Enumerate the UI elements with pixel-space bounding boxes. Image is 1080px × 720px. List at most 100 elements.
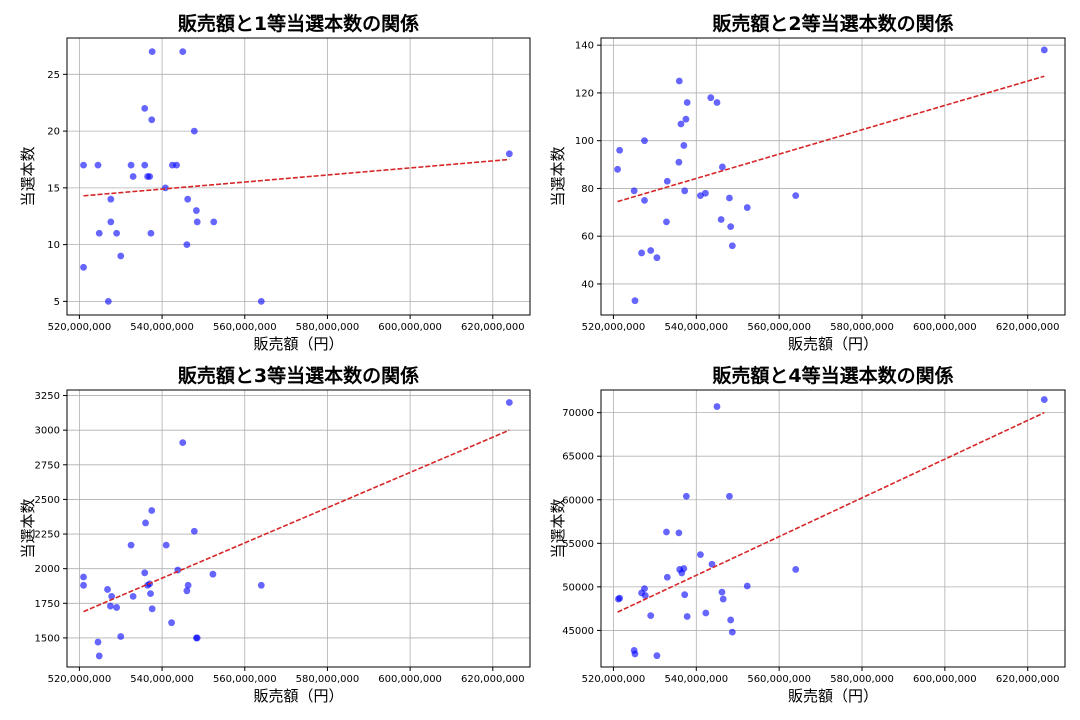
data-point xyxy=(129,173,137,180)
data-point xyxy=(630,187,638,195)
data-point xyxy=(80,581,87,589)
data-point xyxy=(792,566,800,573)
data-point xyxy=(147,229,155,237)
x-tick-label: 520,000,000 xyxy=(48,322,112,333)
data-point xyxy=(631,297,639,305)
data-point xyxy=(183,241,191,249)
data-point xyxy=(129,592,137,600)
data-point xyxy=(675,529,683,537)
data-point xyxy=(141,569,149,577)
y-tick-label: 5 xyxy=(54,297,60,308)
y-axis-label: 当選本数 xyxy=(19,146,37,206)
data-point xyxy=(663,177,671,185)
x-tick-label: 560,000,000 xyxy=(747,674,811,685)
data-point xyxy=(113,229,121,237)
x-tick-label: 560,000,000 xyxy=(213,322,277,333)
data-point xyxy=(209,570,217,578)
trend-line xyxy=(83,429,510,613)
data-point xyxy=(717,216,725,223)
data-point xyxy=(117,252,125,260)
data-point xyxy=(257,581,265,589)
data-point xyxy=(117,633,125,640)
data-point xyxy=(107,218,115,226)
data-point xyxy=(631,650,639,658)
data-point xyxy=(675,158,683,166)
y-axis-label: 当選本数 xyxy=(19,498,37,558)
y-tick-label: 140 xyxy=(575,41,594,52)
data-point xyxy=(616,146,624,154)
y-tick-label: 15 xyxy=(47,183,60,194)
data-point xyxy=(147,590,154,597)
data-point xyxy=(80,573,87,581)
data-point xyxy=(146,173,154,180)
data-point xyxy=(616,594,624,602)
data-point xyxy=(792,192,800,200)
data-point xyxy=(108,592,116,600)
data-point xyxy=(148,48,156,56)
data-point xyxy=(697,551,704,559)
y-tick-label: 1500 xyxy=(35,633,60,644)
y-tick-label: 100 xyxy=(575,136,594,147)
y-tick-label: 65000 xyxy=(562,452,594,463)
data-point xyxy=(708,560,716,568)
y-tick-label: 50000 xyxy=(562,582,594,593)
x-tick-label: 580,000,000 xyxy=(296,322,360,333)
data-point xyxy=(179,439,187,447)
data-point xyxy=(113,604,121,611)
x-tick-label: 600,000,000 xyxy=(913,674,977,685)
data-point xyxy=(257,297,265,305)
data-point xyxy=(653,254,661,262)
data-point xyxy=(148,507,156,514)
data-point xyxy=(94,161,102,169)
data-point xyxy=(192,207,200,214)
data-point xyxy=(95,652,103,660)
data-point xyxy=(743,204,751,211)
data-point xyxy=(713,99,721,106)
x-tick-label: 520,000,000 xyxy=(582,322,646,333)
y-tick-label: 2750 xyxy=(35,460,60,471)
plot-frame xyxy=(600,37,1066,316)
data-point xyxy=(184,581,192,589)
y-tick-label: 3000 xyxy=(35,426,60,437)
data-point xyxy=(127,161,135,169)
data-point xyxy=(681,187,689,195)
y-tick-label: 2250 xyxy=(35,530,60,541)
data-point xyxy=(718,163,726,171)
trend-line xyxy=(83,158,510,197)
data-point xyxy=(680,565,688,572)
y-tick-label: 1750 xyxy=(35,599,60,610)
data-point xyxy=(173,161,180,169)
x-tick-label: 540,000,000 xyxy=(664,322,728,333)
data-point xyxy=(713,403,721,410)
data-point xyxy=(80,263,87,271)
data-point xyxy=(726,492,733,500)
data-point xyxy=(1040,396,1048,403)
data-point xyxy=(104,586,111,593)
chart-3: 520,000,000 540,000,000 560,000,000 580,000… xyxy=(19,364,531,705)
plot-frame xyxy=(66,37,531,316)
data-point xyxy=(707,94,715,102)
y-tick-label: 2000 xyxy=(35,564,60,575)
y-tick-label: 120 xyxy=(575,88,594,99)
x-tick-label: 580,000,000 xyxy=(830,322,894,333)
chart-title: 販売額と4等当選本数の関係 xyxy=(712,364,953,387)
data-point xyxy=(677,120,685,128)
data-point xyxy=(641,592,649,599)
chart-title: 販売額と2等当選本数の関係 xyxy=(712,12,953,35)
x-tick-label: 580,000,000 xyxy=(830,674,894,685)
x-tick-label: 540,000,000 xyxy=(130,322,194,333)
data-point xyxy=(743,582,751,590)
x-tick-label: 540,000,000 xyxy=(130,674,194,685)
data-point xyxy=(719,595,727,603)
data-point xyxy=(641,196,648,204)
y-tick-label: 25 xyxy=(47,70,60,81)
y-tick-label: 55000 xyxy=(562,539,594,550)
data-point xyxy=(142,519,149,527)
data-point xyxy=(680,142,688,149)
data-point xyxy=(162,541,170,549)
y-tick-label: 70000 xyxy=(562,408,594,419)
data-point xyxy=(638,249,645,257)
x-tick-label: 600,000,000 xyxy=(378,322,442,333)
data-point xyxy=(148,605,156,613)
data-point xyxy=(107,195,115,203)
